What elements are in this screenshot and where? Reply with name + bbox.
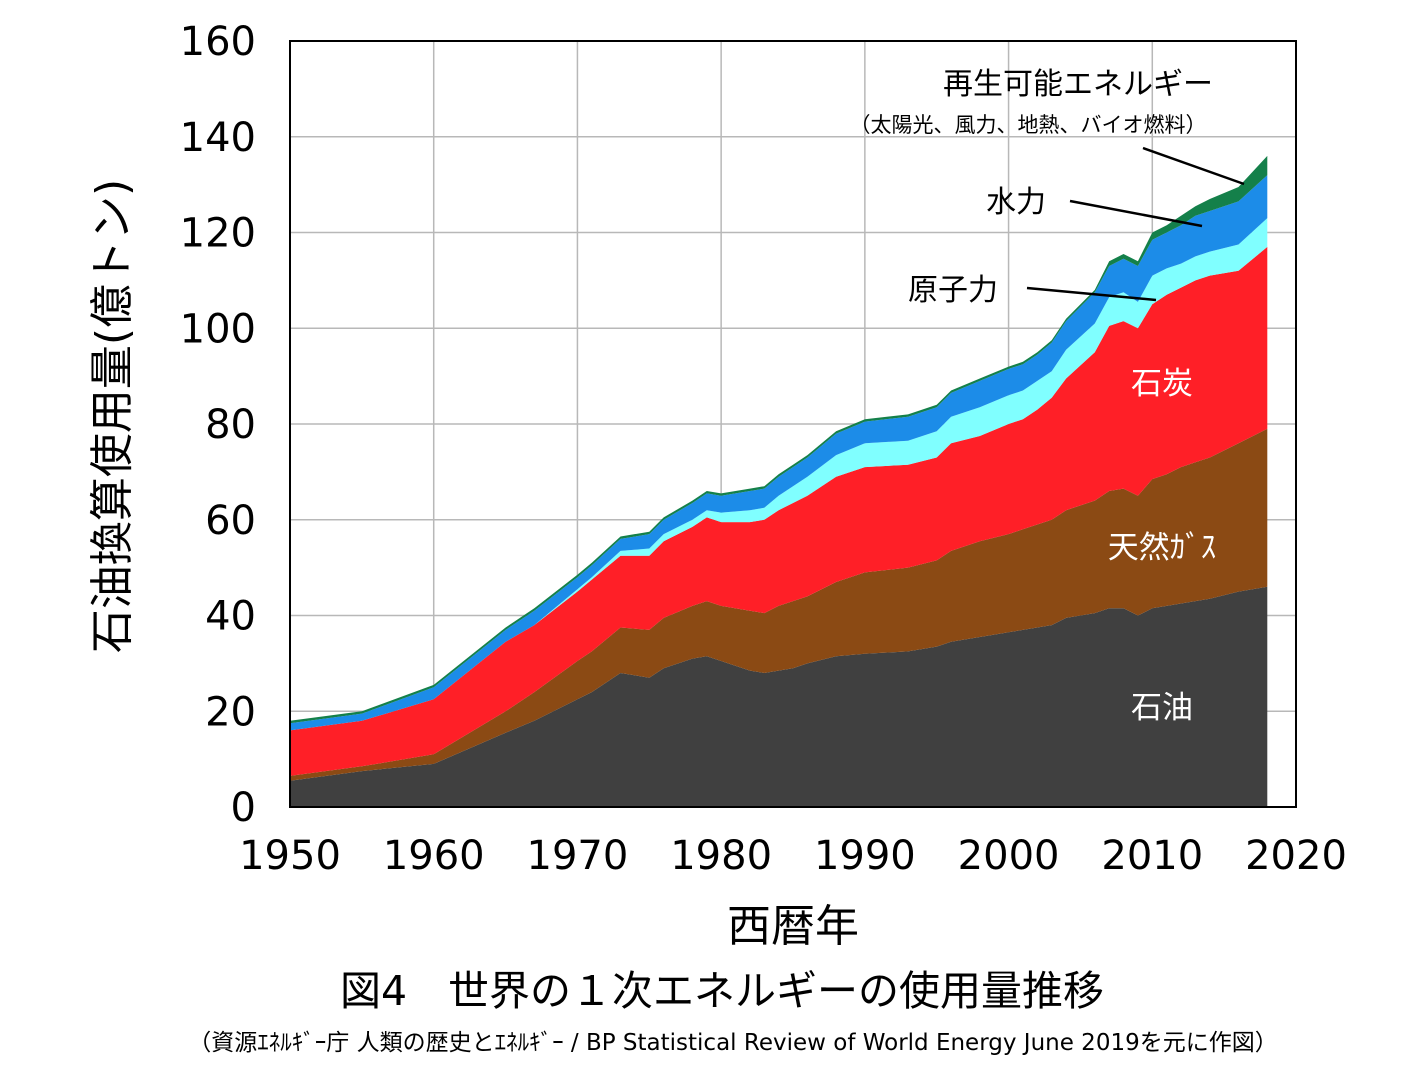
area-series [290,246,1268,776]
leader-hydro [1069,199,1203,228]
chart-title: 図4 世界の１次エネルギーの使用量推移 [340,967,1104,1015]
label-renewable-sub: （太陽光、風力、地熱、バイオ燃料） [850,113,1207,137]
y-tick-label: 120 [180,211,256,257]
label-hydro: 水力 [986,185,1046,220]
leader-renewable [1142,146,1245,186]
plot-frame [289,40,1297,808]
x-tick-label: 1980 [670,833,772,879]
y-tick-label: 140 [180,115,256,161]
y-tick-label: 160 [180,19,256,65]
leader-nuclear [1026,286,1157,302]
y-tick-label: 40 [205,594,256,640]
x-axis-label: 西暦年 [727,901,859,952]
label-gas: 天然ｶﾞｽ [1108,530,1217,566]
y-tick-label: 20 [205,689,256,735]
x-tick-labels: 1950 1960 1970 1980 1990 2000 2010 2020 [239,833,1347,879]
y-axis-label: 石油換算使用量(億トン) [87,179,138,653]
y-tick-label: 80 [205,402,256,448]
y-tick-label: 0 [231,785,256,831]
x-tick-label: 1960 [383,833,485,879]
area-series [290,586,1268,807]
area-series [290,428,1268,781]
annotations: 再生可能エネルギー （太陽光、風力、地熱、バイオ燃料） 水力 原子力 石炭 天然… [850,67,1245,726]
stacked-areas [290,155,1268,807]
y-tick-label: 60 [205,498,256,544]
x-tick-label: 1950 [239,833,341,879]
label-nuclear: 原子力 [908,273,998,308]
x-tick-label: 2020 [1245,833,1347,879]
x-tick-label: 1970 [527,833,629,879]
x-tick-label: 2000 [958,833,1060,879]
y-tick-labels: 0 20 40 60 80 100 120 140 160 [180,19,256,831]
chart-source: （資源ｴﾈﾙｷﾞｰ庁 人類の歴史とｴﾈﾙｷﾞｰ / BP Statistical… [188,1030,1277,1056]
label-coal: 石炭 [1131,366,1193,402]
label-oil: 石油 [1131,690,1193,726]
area-series [290,218,1268,731]
y-tick-label: 100 [180,306,256,352]
x-tick-label: 1990 [814,833,916,879]
label-renewable: 再生可能エネルギー [943,67,1213,102]
x-tick-label: 2010 [1101,833,1203,879]
